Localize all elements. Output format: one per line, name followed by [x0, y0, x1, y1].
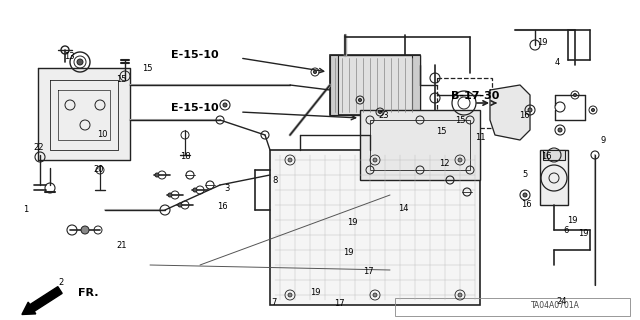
Bar: [270, 150, 480, 305]
Text: 7: 7: [271, 298, 276, 307]
Text: 20: 20: [93, 165, 104, 174]
Circle shape: [523, 193, 527, 197]
Polygon shape: [490, 85, 530, 140]
Circle shape: [373, 293, 377, 297]
Circle shape: [168, 193, 172, 197]
Text: 18: 18: [180, 152, 191, 161]
Text: 13: 13: [64, 52, 74, 61]
Circle shape: [288, 293, 292, 297]
Text: 5: 5: [522, 170, 527, 179]
Text: 19: 19: [310, 288, 320, 297]
Circle shape: [81, 226, 89, 234]
Text: 10: 10: [97, 130, 108, 139]
Text: 15: 15: [456, 116, 466, 124]
Text: 19: 19: [579, 229, 589, 238]
Text: 1: 1: [23, 205, 28, 214]
Text: E-15-10: E-15-10: [171, 50, 219, 60]
Text: 17: 17: [334, 299, 344, 308]
Circle shape: [193, 188, 197, 192]
Text: 17: 17: [363, 268, 373, 276]
Circle shape: [373, 158, 377, 162]
Text: 12: 12: [440, 159, 450, 168]
Text: 15: 15: [436, 127, 447, 136]
Text: 11: 11: [475, 133, 485, 142]
Text: FR.: FR.: [78, 288, 99, 298]
Text: 19: 19: [347, 218, 357, 227]
Circle shape: [378, 110, 381, 114]
Polygon shape: [38, 68, 130, 160]
Bar: [360, 110, 480, 180]
Circle shape: [358, 99, 362, 101]
Text: 23: 23: [379, 111, 389, 120]
Circle shape: [77, 59, 83, 65]
Circle shape: [155, 173, 159, 177]
Circle shape: [178, 203, 182, 207]
Text: 3: 3: [225, 184, 230, 193]
Text: 2: 2: [58, 278, 63, 287]
Circle shape: [288, 158, 292, 162]
Bar: [330, 55, 420, 115]
Bar: [395, 298, 630, 316]
Text: 8: 8: [273, 176, 278, 185]
Text: B-17-30: B-17-30: [451, 91, 499, 101]
Bar: [330, 55, 420, 115]
Circle shape: [573, 93, 577, 97]
FancyArrow shape: [22, 287, 62, 315]
Bar: [370, 120, 470, 170]
Text: 15: 15: [116, 75, 127, 84]
Text: 19: 19: [568, 216, 578, 225]
Text: 16: 16: [218, 202, 228, 211]
Text: 16: 16: [521, 200, 531, 209]
Circle shape: [558, 128, 562, 132]
Text: 22: 22: [33, 143, 44, 152]
Bar: [412, 55, 420, 115]
Text: 19: 19: [344, 248, 354, 257]
Circle shape: [591, 108, 595, 111]
Text: 19: 19: [538, 38, 548, 47]
Bar: [437, 78, 492, 128]
Text: E-15-10: E-15-10: [171, 103, 219, 113]
Text: 16: 16: [541, 152, 551, 161]
Bar: [540, 150, 568, 205]
Bar: [543, 150, 565, 160]
Text: 16: 16: [520, 111, 530, 120]
Text: TA04A0701A: TA04A0701A: [531, 301, 580, 310]
Bar: [330, 55, 338, 115]
Circle shape: [314, 70, 317, 74]
Text: 9: 9: [600, 136, 605, 145]
Text: 4: 4: [554, 58, 559, 67]
Circle shape: [223, 103, 227, 107]
Circle shape: [528, 108, 532, 112]
Text: 14: 14: [398, 204, 408, 212]
Circle shape: [458, 158, 462, 162]
Text: 21: 21: [116, 241, 127, 250]
Circle shape: [458, 293, 462, 297]
Text: 6: 6: [564, 226, 569, 235]
Text: 24: 24: [557, 297, 567, 306]
Text: 15: 15: [142, 64, 152, 73]
